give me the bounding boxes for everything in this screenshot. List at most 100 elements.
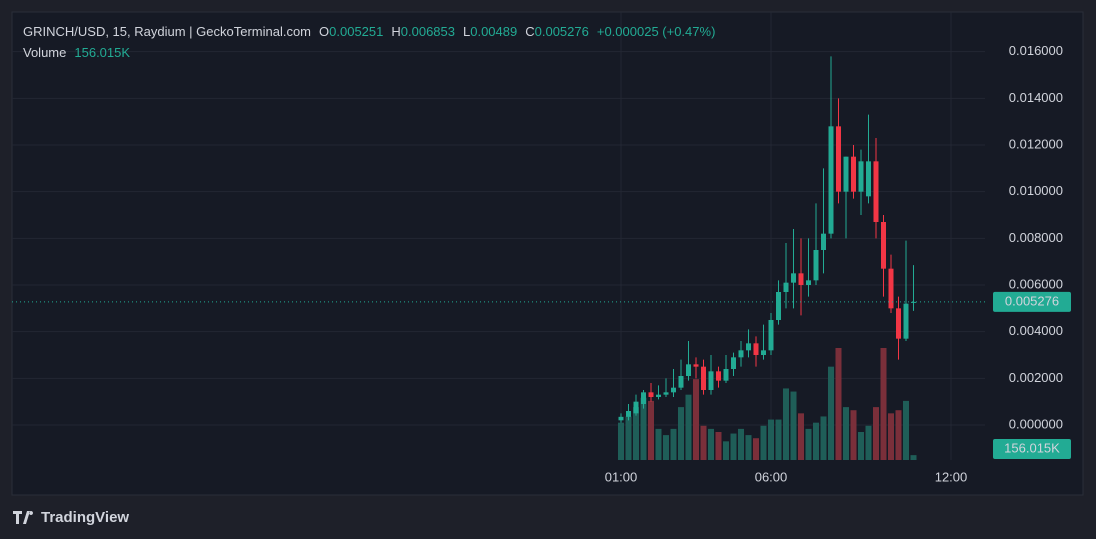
last-volume-label: 156.015K — [1004, 440, 1060, 455]
candle-body — [798, 273, 804, 285]
change-value: +0.000025 (+0.47%) — [597, 24, 716, 39]
candle-body — [791, 273, 796, 283]
candle-body — [693, 364, 699, 367]
candle-body — [896, 308, 901, 339]
volume-bar — [708, 428, 714, 460]
candle-body — [686, 364, 691, 376]
candle-body — [821, 233, 826, 250]
volume-bar — [760, 425, 767, 460]
volume-bar — [655, 428, 662, 460]
candle-body — [873, 161, 879, 222]
volume-bar — [738, 428, 744, 460]
candle-body — [881, 222, 886, 269]
volume-bar — [640, 397, 647, 460]
volume-bar — [835, 348, 842, 460]
volume-bar — [693, 379, 699, 460]
ohlc-letter: C — [525, 24, 534, 39]
candle-body — [723, 369, 729, 381]
ohlc-letter: H — [391, 24, 400, 39]
candle-body — [828, 126, 834, 234]
y-tick-label: 0.006000 — [1009, 276, 1063, 291]
volume-bar — [700, 425, 707, 460]
volume-title: Volume — [23, 45, 66, 60]
volume-bar — [678, 407, 684, 460]
candle-body — [753, 343, 759, 355]
volume-bar — [768, 419, 774, 460]
candle-body — [633, 401, 639, 414]
candle-body — [761, 350, 766, 355]
volume-bar — [895, 410, 902, 460]
candle-body — [701, 366, 706, 390]
last-price-label: 0.005276 — [1005, 293, 1059, 308]
candle-body — [836, 126, 841, 192]
ohlc-letter: L — [463, 24, 470, 39]
candle-body — [903, 303, 909, 339]
candle-body — [851, 156, 856, 192]
volume-bar — [903, 400, 909, 460]
volume-bar — [813, 422, 819, 460]
volume-bar — [715, 432, 722, 460]
candle-body — [671, 387, 676, 393]
candle-body — [656, 394, 661, 397]
ohlc-value: 0.005276 — [535, 24, 589, 39]
last-volume-box — [993, 439, 1071, 459]
volume-bar — [685, 394, 692, 460]
y-tick-label: 0.012000 — [1009, 136, 1063, 151]
ohlc-letter: O — [319, 24, 329, 39]
candle-body — [911, 301, 916, 303]
candle-body — [783, 282, 789, 292]
volume-value: 156.015K — [74, 45, 130, 60]
volume-legend: Volume 156.015K — [23, 45, 130, 60]
volume-bar — [880, 348, 887, 460]
candle-body — [858, 161, 864, 192]
candle-body — [648, 392, 654, 397]
volume-bar — [888, 413, 894, 460]
volume-bar — [753, 438, 759, 460]
candle-body — [731, 357, 736, 369]
volume-bar — [805, 428, 812, 460]
volume-bar — [873, 407, 879, 460]
candle-body — [663, 392, 669, 395]
candle-body — [618, 416, 624, 421]
volume-bar — [745, 435, 752, 460]
volume-bar — [865, 425, 872, 460]
volume-bar — [663, 435, 669, 460]
candle-body — [626, 411, 631, 417]
volume-bar — [828, 366, 834, 460]
x-tick-label: 01:00 — [605, 469, 638, 484]
volume-bar — [775, 419, 782, 460]
y-tick-label: 0.004000 — [1009, 323, 1063, 338]
x-tick-label: 12:00 — [935, 469, 968, 484]
volume-bar — [820, 416, 827, 460]
y-tick-label: 0.010000 — [1009, 183, 1063, 198]
brand-logo: TradingView — [13, 509, 129, 526]
candle-body — [813, 250, 819, 281]
volume-bar — [625, 416, 632, 460]
volume-bar — [633, 407, 639, 460]
y-tick-label: 0.014000 — [1009, 90, 1063, 105]
volume-bar — [843, 407, 849, 460]
volume-bar — [850, 410, 857, 460]
x-tick-label: 06:00 — [755, 469, 788, 484]
candle-body — [746, 343, 751, 351]
chart-panel — [11, 11, 1084, 496]
candle-body — [768, 320, 774, 351]
y-tick-label: 0.016000 — [1009, 43, 1063, 58]
candle-body — [776, 292, 781, 320]
symbol-title: GRINCH/USD, 15, Raydium | GeckoTerminal.… — [23, 24, 311, 39]
ohlc-value: 0.006853 — [401, 24, 455, 39]
volume-bar — [790, 391, 797, 460]
volume-bar — [783, 388, 789, 460]
legend-header: GRINCH/USD, 15, Raydium | GeckoTerminal.… — [23, 24, 715, 39]
last-price-box — [993, 291, 1071, 312]
y-tick-label: 0.008000 — [1009, 230, 1063, 245]
candle-body — [708, 371, 714, 390]
y-tick-label: 0.000000 — [1009, 416, 1063, 431]
candle-body — [738, 350, 744, 358]
ohlc-value: 0.00489 — [470, 24, 517, 39]
ohlc-value: 0.005251 — [329, 24, 383, 39]
candle-body — [888, 268, 894, 309]
candle-body — [806, 280, 811, 285]
candle-body — [866, 161, 871, 197]
